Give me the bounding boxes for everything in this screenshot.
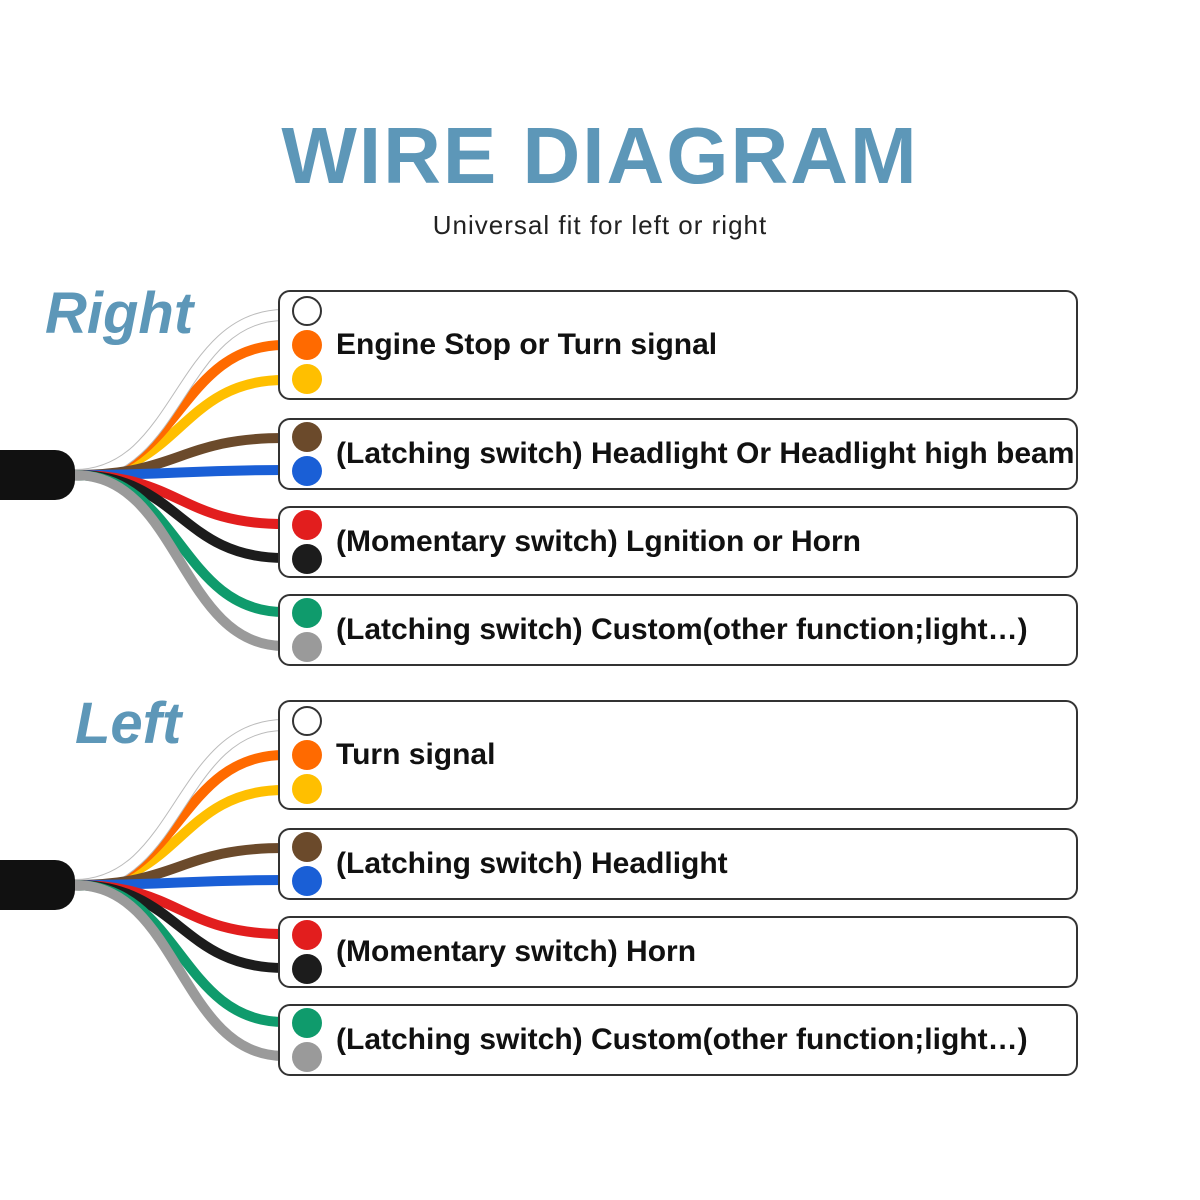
color-dot xyxy=(292,364,322,394)
legend-box: (Momentary switch) Lgnition or Horn xyxy=(278,506,1078,578)
legend-box: (Momentary switch) Horn xyxy=(278,916,1078,988)
color-dot xyxy=(292,774,322,804)
legend-box: (Latching switch) Headlight xyxy=(278,828,1078,900)
color-dots xyxy=(292,510,322,574)
color-dot xyxy=(292,1008,322,1038)
wire-diagram-page: WIRE DIAGRAM Universal fit for left or r… xyxy=(0,0,1200,1200)
color-dots xyxy=(292,1008,322,1072)
color-dot xyxy=(292,544,322,574)
legend-text: (Latching switch) Headlight Or Headlight… xyxy=(336,437,1074,471)
color-dot xyxy=(292,510,322,540)
legend-text: Turn signal xyxy=(336,738,495,772)
legend-text: (Momentary switch) Lgnition or Horn xyxy=(336,525,861,559)
color-dot xyxy=(292,954,322,984)
legend-box: (Latching switch) Custom(other function;… xyxy=(278,1004,1078,1076)
color-dots xyxy=(292,706,322,804)
color-dots xyxy=(292,422,322,486)
color-dot xyxy=(292,598,322,628)
cable-sheath xyxy=(0,450,75,500)
color-dot xyxy=(292,422,322,452)
legend-text: (Latching switch) Custom(other function;… xyxy=(336,1023,1028,1057)
legend-text: (Momentary switch) Horn xyxy=(336,935,696,969)
color-dot xyxy=(292,1042,322,1072)
color-dot xyxy=(292,632,322,662)
legend-text: (Latching switch) Custom(other function;… xyxy=(336,613,1028,647)
color-dot xyxy=(292,832,322,862)
wire xyxy=(0,0,304,1076)
color-dots xyxy=(292,598,322,662)
color-dots xyxy=(292,920,322,984)
cable-sheath xyxy=(0,860,75,910)
legend-text: (Latching switch) Headlight xyxy=(336,847,728,881)
color-dot xyxy=(292,920,322,950)
color-dot xyxy=(292,740,322,770)
color-dot xyxy=(292,706,322,736)
legend-box: Engine Stop or Turn signal xyxy=(278,290,1078,400)
legend-box: (Latching switch) Headlight Or Headlight… xyxy=(278,418,1078,490)
legend-box: (Latching switch) Custom(other function;… xyxy=(278,594,1078,666)
color-dot xyxy=(292,456,322,486)
legend-text: Engine Stop or Turn signal xyxy=(336,328,717,362)
color-dots xyxy=(292,296,322,394)
color-dots xyxy=(292,832,322,896)
color-dot xyxy=(292,296,322,326)
legend-box: Turn signal xyxy=(278,700,1078,810)
color-dot xyxy=(292,330,322,360)
color-dot xyxy=(292,866,322,896)
